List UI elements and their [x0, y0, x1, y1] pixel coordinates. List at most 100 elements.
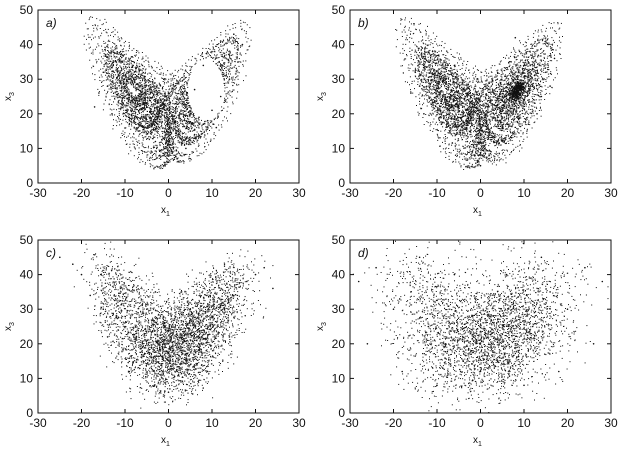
y-tick-label: 40: [332, 38, 346, 52]
data-point: [211, 109, 213, 112]
panel-c: -30 -20 -10 0 10 20 30 0 10 20 30 40 50 x1 x3 c): [3, 233, 306, 448]
data-point: [458, 106, 460, 108]
data-point: [375, 266, 377, 269]
y-axis-label: x3: [3, 92, 16, 101]
data-point: [540, 256, 543, 259]
data-point: [206, 119, 209, 122]
data-point: [272, 287, 274, 290]
panel-a: -30 -20 -10 0 10 20 30 0 10 20 30 40 50 x1 x3 a): [3, 3, 306, 218]
x-tick-label: 20: [249, 416, 263, 430]
data-point: [514, 36, 517, 39]
data-point: [492, 140, 495, 143]
x-tick-label: 0: [165, 186, 172, 200]
x-tick-label: 30: [292, 186, 306, 200]
data-point: [185, 147, 187, 150]
data-point: [159, 370, 161, 373]
data-point: [501, 126, 504, 129]
data-point: [233, 294, 235, 297]
data-point: [523, 99, 525, 101]
data-point: [601, 280, 604, 283]
x-tick-label: -10: [116, 186, 134, 200]
x-tick-label: 0: [477, 416, 484, 430]
data-point: [241, 43, 244, 46]
data-point: [211, 315, 213, 317]
data-point: [106, 336, 109, 338]
y-tick-label: 20: [332, 107, 346, 121]
data-point: [488, 315, 491, 317]
y-tick-label: 50: [20, 3, 34, 17]
data-point: [228, 54, 231, 56]
data-point: [536, 113, 538, 115]
data-point: [366, 343, 369, 345]
data-point: [228, 336, 231, 338]
x-tick-label: 30: [292, 416, 306, 430]
scatter-points: [352, 240, 609, 413]
data-point: [193, 339, 196, 342]
data-point: [189, 308, 192, 311]
y-tick-label: 20: [332, 337, 346, 351]
x-tick-label: -30: [29, 416, 47, 430]
data-point: [176, 370, 178, 373]
x-tick-label: 10: [517, 416, 531, 430]
y-tick-label: 40: [332, 268, 346, 282]
data-point: [505, 273, 508, 276]
data-point: [150, 356, 152, 359]
x-tick-label: -20: [385, 186, 403, 200]
y-tick-label: 40: [20, 268, 34, 282]
x-tick-label: -30: [341, 416, 359, 430]
data-point: [540, 95, 543, 98]
data-point: [444, 343, 447, 345]
data-point: [193, 133, 196, 136]
x-tick-label: 20: [561, 186, 575, 200]
data-point: [93, 106, 96, 108]
data-point: [172, 360, 174, 362]
data-point: [484, 147, 486, 150]
x-tick-label: -20: [73, 416, 91, 430]
y-tick-label: 10: [332, 371, 346, 385]
data-point: [141, 343, 144, 345]
data-point: [479, 343, 482, 345]
data-point: [198, 116, 200, 119]
data-point: [558, 370, 560, 373]
y-tick-label: 40: [20, 38, 34, 52]
y-tick-label: 20: [20, 107, 34, 121]
x-tick-label: 30: [604, 416, 618, 430]
data-point: [102, 308, 105, 311]
data-point: [497, 360, 499, 362]
data-point: [453, 64, 456, 67]
x-axis-label: x1: [161, 435, 170, 448]
data-point: [254, 273, 257, 276]
data-point: [518, 50, 521, 53]
y-tick-label: 0: [338, 176, 345, 190]
data-point: [150, 88, 152, 91]
x-axis-label: x1: [161, 205, 170, 218]
x-tick-label: 20: [561, 416, 575, 430]
data-point: [154, 291, 157, 293]
y-axis-label: x3: [3, 322, 16, 331]
data-point: [202, 64, 205, 67]
data-point: [471, 154, 473, 157]
data-point: [237, 61, 239, 63]
data-point: [224, 99, 226, 101]
data-point: [401, 370, 404, 373]
y-tick-label: 30: [332, 302, 346, 316]
data-point: [440, 123, 443, 125]
data-point: [98, 92, 100, 94]
data-point: [392, 308, 395, 311]
panel-label: c): [46, 246, 56, 260]
data-point: [453, 273, 456, 276]
y-tick-label: 30: [332, 72, 346, 86]
x-tick-label: -20: [385, 416, 403, 430]
data-point: [523, 384, 525, 387]
data-point: [219, 40, 222, 42]
panel-b: -30 -20 -10 0 10 20 30 0 10 20 30 40 50 x1 x3 b): [315, 3, 618, 218]
data-point: [410, 291, 412, 293]
data-point: [202, 329, 205, 331]
data-point: [510, 92, 512, 94]
data-point: [246, 280, 248, 283]
data-point: [128, 123, 131, 125]
x-tick-label: 0: [477, 186, 484, 200]
data-point: [115, 61, 118, 63]
x-tick-label: 10: [205, 186, 219, 200]
